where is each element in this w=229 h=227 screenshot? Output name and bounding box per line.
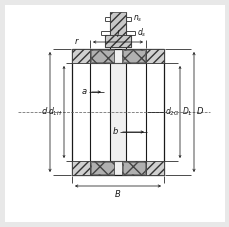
Bar bbox=[123, 162, 144, 174]
Bar bbox=[109, 12, 125, 35]
Text: d: d bbox=[41, 108, 47, 116]
Bar bbox=[121, 161, 145, 175]
Bar bbox=[90, 161, 114, 175]
Text: D: D bbox=[196, 108, 203, 116]
Bar bbox=[105, 35, 131, 47]
Text: $D_1$: $D_1$ bbox=[181, 106, 192, 118]
Bar bbox=[121, 49, 145, 63]
Bar bbox=[145, 161, 163, 175]
Bar bbox=[91, 162, 114, 174]
Bar bbox=[123, 50, 144, 62]
Text: $d_{2G}$: $d_{2G}$ bbox=[164, 106, 178, 118]
Bar bbox=[145, 49, 163, 63]
Text: $n_s$: $n_s$ bbox=[132, 14, 142, 24]
Bar bbox=[109, 49, 125, 175]
Text: a: a bbox=[82, 87, 87, 96]
Bar bbox=[72, 161, 90, 175]
Text: r: r bbox=[75, 37, 78, 46]
Bar bbox=[90, 63, 145, 161]
Text: B: B bbox=[115, 190, 120, 199]
Bar bbox=[72, 49, 90, 63]
Text: $d_s$: $d_s$ bbox=[136, 27, 146, 39]
Bar bbox=[91, 50, 114, 62]
Text: b: b bbox=[112, 128, 117, 136]
Text: l: l bbox=[116, 30, 119, 39]
Text: $d_{1H}$: $d_{1H}$ bbox=[48, 106, 62, 118]
Bar bbox=[90, 49, 114, 63]
